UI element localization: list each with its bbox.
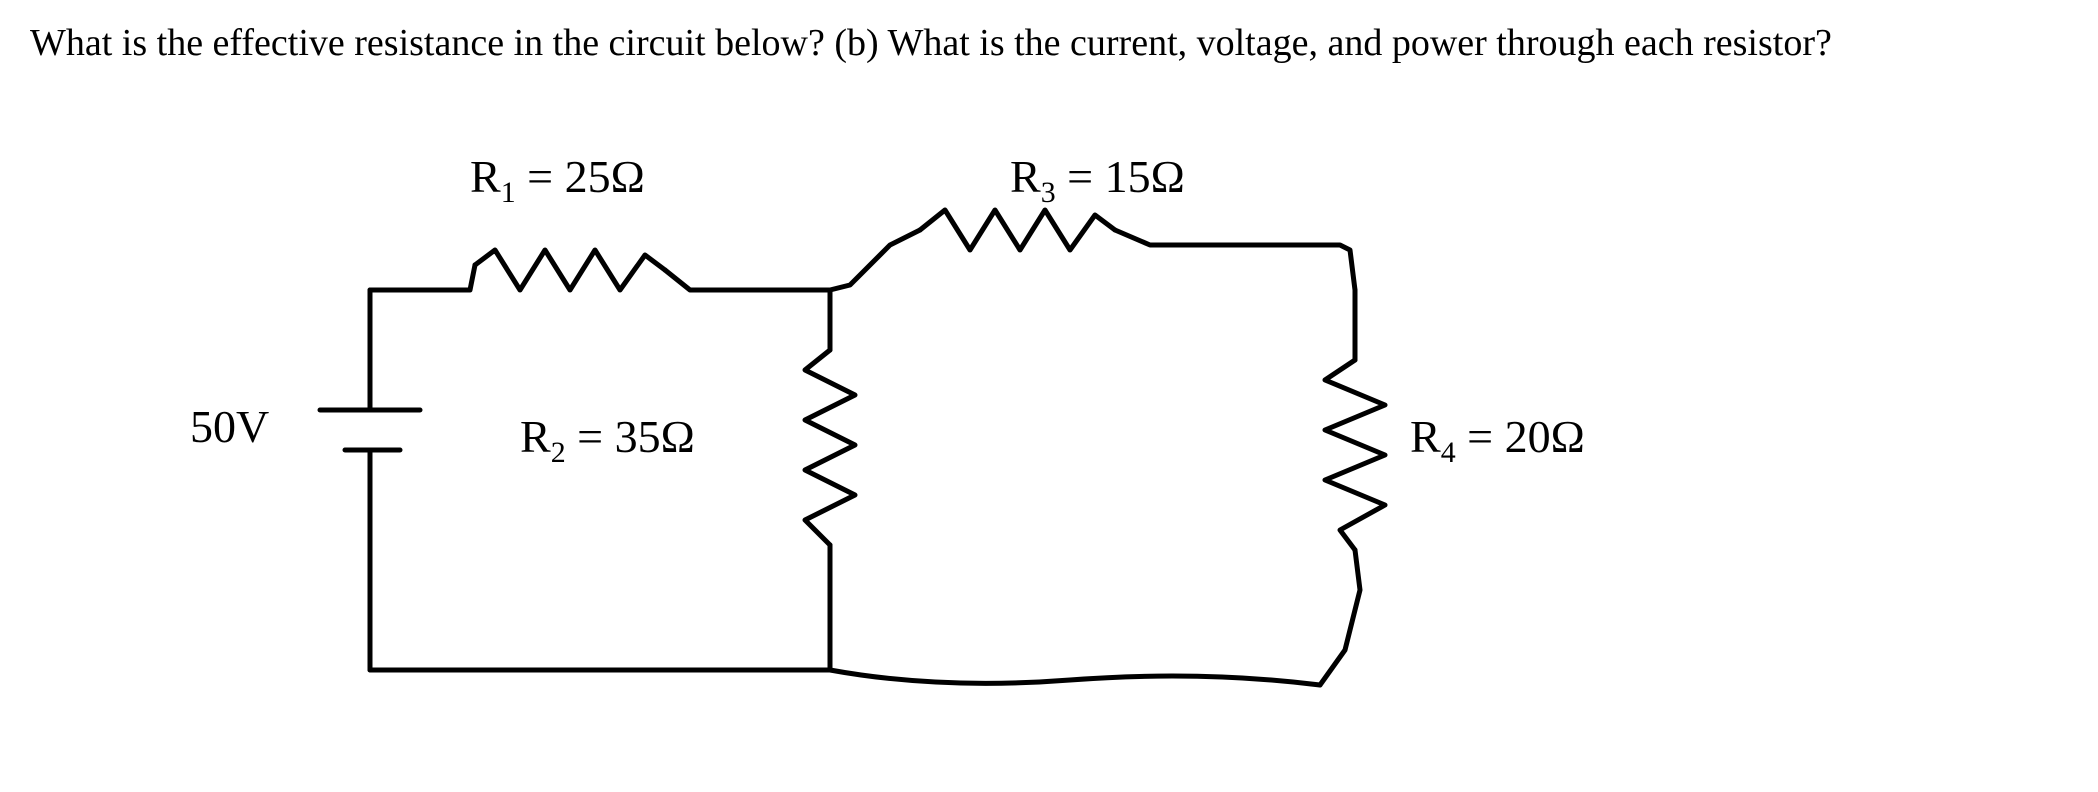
wire xyxy=(370,265,475,290)
resistor-r3-icon xyxy=(920,210,1115,250)
page-root: What is the effective resistance in the … xyxy=(0,0,2098,792)
resistor-r4-icon xyxy=(1325,360,1385,550)
wire xyxy=(1115,230,1355,290)
wire xyxy=(1320,550,1360,685)
resistor-r1-icon xyxy=(475,250,665,290)
wire xyxy=(665,270,830,290)
battery-icon xyxy=(320,410,420,450)
question-text: What is the effective resistance in the … xyxy=(30,18,2030,69)
resistor-r2-icon xyxy=(805,350,855,545)
wire xyxy=(830,230,920,290)
circuit-svg xyxy=(190,150,1890,770)
circuit-diagram: 50V R1 = 25Ω R2 = 35Ω R3 = 15Ω R4 = 20Ω xyxy=(190,150,1890,770)
wire xyxy=(830,670,1320,685)
